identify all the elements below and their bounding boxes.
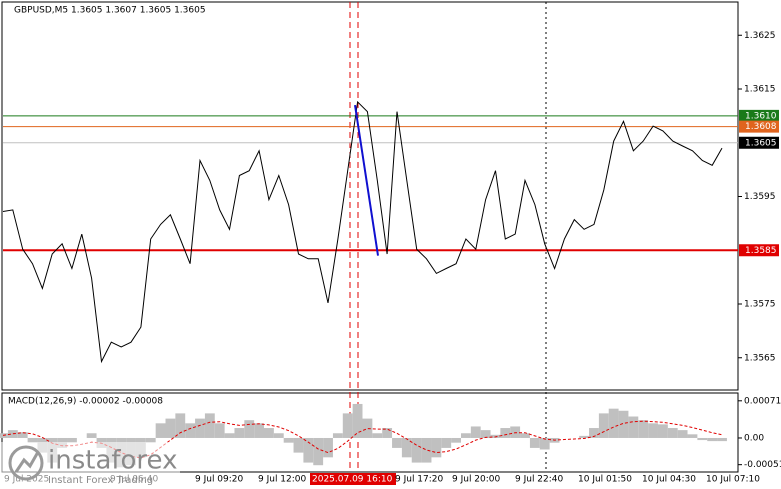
x-tick-label: 2025.07.09 16:10 [312, 475, 393, 485]
macd-bar [273, 433, 284, 438]
y-tick-label: -0.00051 [744, 460, 781, 470]
macd-bar [697, 437, 708, 441]
y-tick-label: 1.3615 [744, 85, 776, 95]
level-box [739, 136, 779, 149]
trend-line [354, 104, 379, 256]
macd-bar [460, 433, 471, 438]
macd-bar [145, 437, 156, 443]
x-tick-label: 9 Jul 20:00 [452, 475, 501, 485]
macd-bar [86, 433, 97, 438]
macd-bar [470, 426, 481, 438]
macd-bar [313, 437, 324, 466]
level-box [739, 244, 779, 257]
level-box [739, 120, 779, 133]
macd-bar [155, 423, 166, 438]
macd-bar [185, 423, 196, 438]
macd-bar [392, 437, 402, 448]
level-label: 1.3610 [745, 111, 777, 121]
macd-bar [431, 437, 442, 458]
y-tick-label: 1.3595 [744, 192, 776, 202]
macd-bar [67, 437, 77, 443]
macd-bar [421, 437, 432, 463]
macd-bar [480, 430, 491, 438]
macd-bar [283, 437, 294, 443]
level-label: 1.3605 [745, 138, 777, 148]
logo-tagline: Instant Forex Trading [48, 475, 153, 486]
macd-bar [234, 428, 245, 438]
logo-name: instaforex [48, 446, 177, 476]
macd-bar [628, 416, 639, 438]
macd-bar [165, 418, 176, 438]
macd-bar [204, 413, 215, 438]
macd-bar [244, 420, 255, 438]
macd-bar [293, 437, 304, 453]
macd-bar [362, 418, 373, 438]
macd-bar [411, 437, 422, 463]
macd-bar [451, 437, 461, 443]
macd-bar [539, 437, 550, 450]
y-tick-label: 0.00 [744, 433, 764, 443]
macd-bar [332, 433, 343, 438]
macd-bar [608, 408, 619, 438]
logo: instaforex Instant Forex Trading [0, 442, 180, 489]
x-tick-label: 9 Jul 17:20 [395, 475, 444, 485]
macd-bar [500, 428, 511, 438]
price-line [2, 100, 723, 364]
x-label-highlight [310, 473, 396, 485]
macd-bar [323, 437, 333, 458]
macd-bar [618, 410, 629, 438]
macd-bar [372, 433, 383, 438]
y-tick-label: 0.00071 [744, 396, 781, 406]
macd-bar [195, 418, 205, 438]
x-tick-label: 9 Jul 09:20 [195, 475, 244, 485]
macd-title: MACD(12,26,9) -0.00002 -0.00008 [8, 397, 163, 407]
macd-bar [401, 437, 412, 458]
macd-bar [687, 434, 698, 438]
macd-bar [717, 437, 727, 442]
macd-bar [667, 428, 678, 438]
macd-bar [175, 413, 186, 438]
logo-icon [8, 445, 44, 481]
macd-bar [7, 430, 18, 438]
macd-bar [382, 428, 393, 438]
macd-bar [589, 428, 599, 438]
level-box [739, 109, 779, 122]
macd-bar [27, 437, 38, 443]
logo-icon [14, 451, 40, 473]
macd-pane [1, 392, 739, 473]
macd-bar [579, 435, 590, 438]
macd-bar [17, 432, 28, 438]
y-tick-label: 1.3575 [744, 300, 776, 310]
x-tick-label: 9 Jul 12:00 [258, 475, 307, 485]
level-label: 1.3585 [745, 246, 777, 256]
chart-title: GBPUSD,M5 1.3605 1.3607 1.3605 1.3605 [14, 6, 206, 16]
macd-bar [677, 430, 688, 438]
macd-bar [303, 437, 314, 463]
macd-bar [638, 420, 649, 438]
macd-bar [707, 437, 718, 442]
x-tick-label: 10 Jul 01:50 [578, 475, 632, 485]
macd-bar [254, 423, 265, 438]
macd-bar [441, 437, 452, 448]
macd-bar [520, 433, 530, 438]
y-tick-label: 1.3625 [744, 31, 776, 41]
x-tick-label: 10 Jul 04:30 [642, 475, 696, 485]
level-label: 1.3608 [745, 122, 777, 132]
macd-bar [598, 413, 609, 438]
y-tick-label: 1.3565 [744, 353, 776, 363]
macd-bar [224, 433, 235, 438]
macd-bar [342, 413, 353, 438]
macd-bar [352, 403, 363, 438]
macd-bar [214, 423, 225, 438]
x-tick-label: 9 Jul 22:40 [515, 475, 564, 485]
macd-bar [264, 428, 274, 438]
macd-bar [648, 423, 658, 438]
macd-bar [529, 437, 540, 448]
macd-bar [657, 424, 668, 438]
x-tick-label: 10 Jul 07:10 [706, 475, 760, 485]
